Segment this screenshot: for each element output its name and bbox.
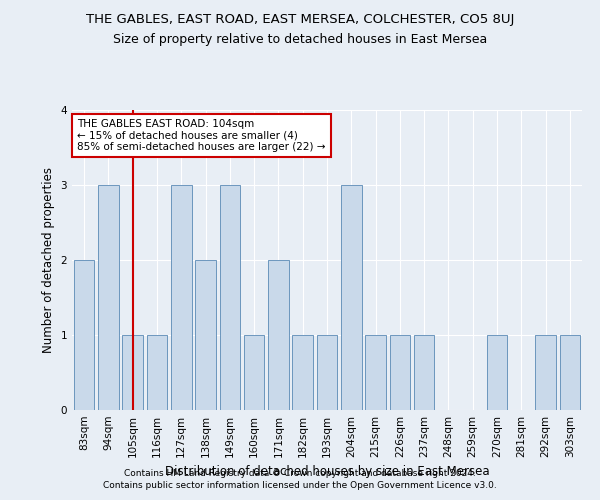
Y-axis label: Number of detached properties: Number of detached properties [42, 167, 55, 353]
Bar [74, 260, 94, 410]
Bar [195, 260, 216, 410]
Bar [535, 335, 556, 410]
Bar [487, 335, 508, 410]
Text: Contains public sector information licensed under the Open Government Licence v3: Contains public sector information licen… [103, 481, 497, 490]
Text: Contains HM Land Registry data © Crown copyright and database right 2024.: Contains HM Land Registry data © Crown c… [124, 468, 476, 477]
Text: Size of property relative to detached houses in East Mersea: Size of property relative to detached ho… [113, 32, 487, 46]
Bar [389, 335, 410, 410]
Bar [98, 185, 119, 410]
Bar [268, 260, 289, 410]
X-axis label: Distribution of detached houses by size in East Mersea: Distribution of detached houses by size … [164, 466, 490, 478]
Bar [220, 185, 240, 410]
Bar [171, 185, 191, 410]
Bar [341, 185, 362, 410]
Bar [122, 335, 143, 410]
Bar [244, 335, 265, 410]
Bar [414, 335, 434, 410]
Text: THE GABLES, EAST ROAD, EAST MERSEA, COLCHESTER, CO5 8UJ: THE GABLES, EAST ROAD, EAST MERSEA, COLC… [86, 12, 514, 26]
Bar [560, 335, 580, 410]
Bar [292, 335, 313, 410]
Text: THE GABLES EAST ROAD: 104sqm
← 15% of detached houses are smaller (4)
85% of sem: THE GABLES EAST ROAD: 104sqm ← 15% of de… [77, 119, 326, 152]
Bar [317, 335, 337, 410]
Bar [146, 335, 167, 410]
Bar [365, 335, 386, 410]
